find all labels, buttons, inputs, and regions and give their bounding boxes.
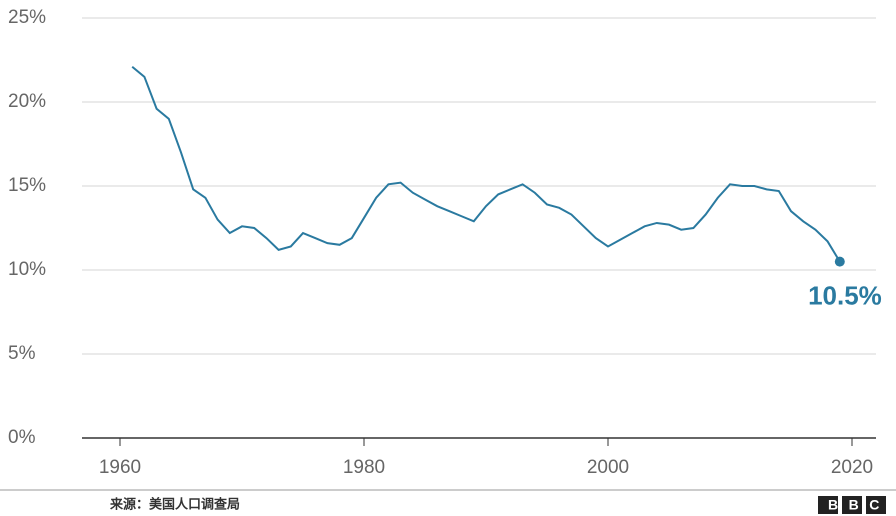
y-tick-label: 20% (8, 91, 46, 112)
y-tick-label: 25% (8, 7, 46, 28)
y-tick-label: 0% (8, 427, 36, 448)
x-tick-label: 1960 (99, 457, 141, 478)
x-tick-label: 2000 (587, 457, 629, 478)
logo-box (842, 496, 862, 514)
x-tick-label: 2020 (831, 457, 873, 478)
value-label: 10.5% (808, 280, 882, 310)
logo-box (818, 496, 838, 514)
y-tick-label: 10% (8, 259, 46, 280)
logo: BBC (828, 497, 890, 513)
x-tick-label: 1980 (343, 457, 385, 478)
y-tick-label: 15% (8, 175, 46, 196)
source: 来源：美国人口调查局 (109, 496, 240, 511)
y-tick-label: 5% (8, 343, 36, 364)
line (131, 65, 841, 263)
end-point (834, 256, 845, 267)
logo-box (866, 496, 886, 514)
